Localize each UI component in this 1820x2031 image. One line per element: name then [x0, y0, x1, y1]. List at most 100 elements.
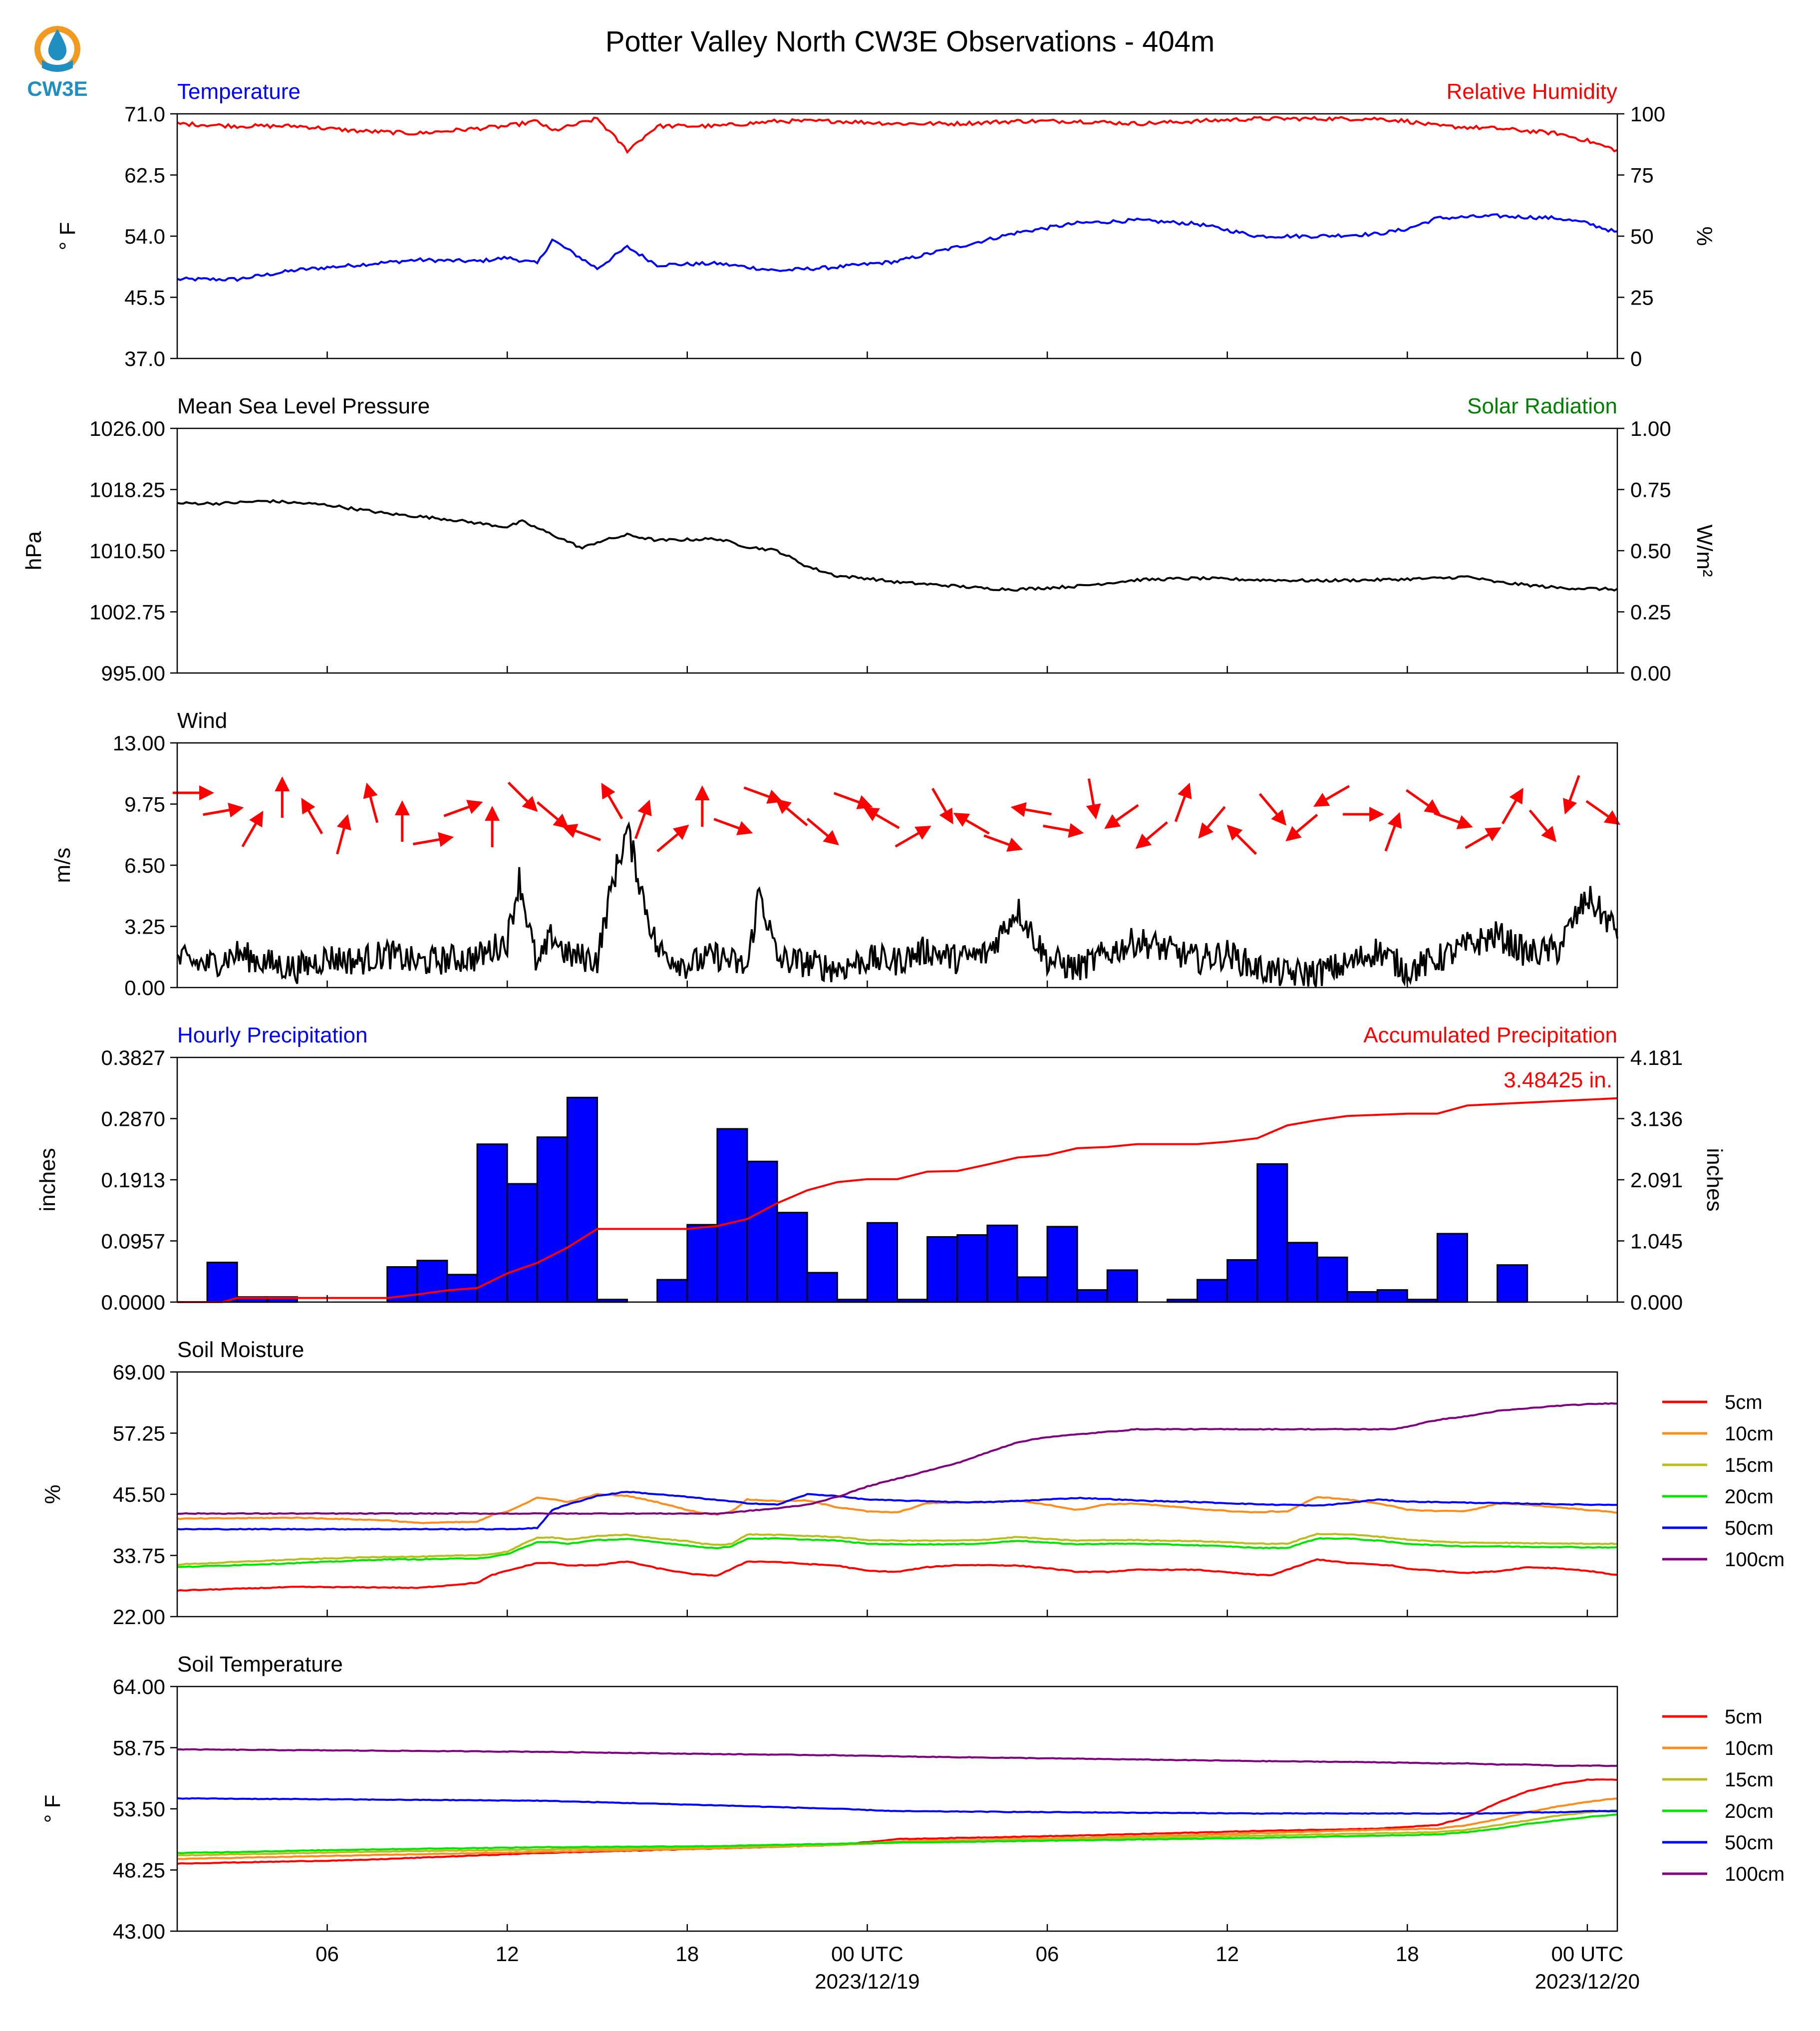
- hourly-precip-bar-42: [1436, 1233, 1468, 1303]
- wind-ytick-label-2: 6.50: [124, 854, 165, 877]
- accum-precip-ytick-right-label-2: 2.091: [1630, 1168, 1683, 1192]
- humidity-title: Relative Humidity: [1447, 79, 1617, 104]
- soil-moisture-line-5cm: [177, 1558, 1618, 1592]
- panels-layer: Temperature Relative Humidity 71.0 62.5 54.0…: [21, 79, 1785, 1943]
- legend-label-20cm: 20cm: [1725, 1800, 1774, 1822]
- soil-temp-legend: 5cm 10cm 15cm 20cm 50cm 100cm: [1662, 1706, 1785, 1885]
- date-label-1: 2023/12/20: [1535, 1970, 1640, 1993]
- soil_moisture-ytick-label-4: 22.00: [113, 1605, 165, 1629]
- soil-moisture-line-10cm: [177, 1493, 1617, 1524]
- panel-soil-moisture: Soil Moisture 69.00 57.25 45.50 33.75 22.00% 5…: [40, 1338, 1785, 1629]
- pressure-ytick-label-0: 1026.00: [89, 417, 165, 440]
- hourly-precip-bar-12: [536, 1136, 568, 1303]
- wind-direction-arrow-6: [363, 782, 379, 823]
- wind-direction-arrow-36: [1258, 793, 1287, 826]
- hourly-precip-bar-40: [1376, 1289, 1408, 1303]
- legend-label-5cm: 5cm: [1725, 1706, 1763, 1728]
- temperature-ytick-label-3: 45.5: [124, 286, 165, 310]
- time-tick-label-6: 18: [1396, 1942, 1419, 1966]
- hourly-precip-bar-26: [956, 1234, 988, 1303]
- figure-title: Potter Valley North CW3E Observations - …: [606, 25, 1215, 58]
- legend-label-10cm: 10cm: [1725, 1737, 1774, 1759]
- legend-label-10cm: 10cm: [1725, 1423, 1774, 1445]
- wind-direction-arrow-37: [1285, 814, 1318, 842]
- time-tick-label-5: 12: [1215, 1942, 1239, 1966]
- panel-wind: Wind 13.00 9.75 6.50 3.25 0.00 m/s: [50, 708, 1620, 1000]
- wind-ytick-label-1: 9.75: [124, 793, 165, 816]
- hourly-precip-bar-16: [656, 1279, 688, 1303]
- wind-direction-arrow-28: [1010, 802, 1052, 817]
- soil_temp-ytick-label-2: 53.50: [113, 1797, 165, 1821]
- time-tick-label-1: 12: [496, 1942, 519, 1966]
- wind-direction-arrow-33: [1174, 782, 1192, 822]
- solar-ytick-right-label-2: 0.50: [1630, 539, 1671, 563]
- hourly-precip-bar-10: [476, 1143, 508, 1303]
- temperature-ytick-label-2: 54.0: [124, 225, 165, 248]
- solar-ytick-right-label-3: 0.25: [1630, 601, 1671, 624]
- soil-moisture-line-50cm: [177, 1491, 1618, 1531]
- wind-direction-arrow-8: [413, 832, 454, 847]
- humidity-ytick-right-label-3: 25: [1630, 286, 1654, 310]
- humidity-ytick-right-label-0: 100: [1630, 102, 1665, 126]
- wind-title: Wind: [177, 708, 227, 733]
- cw3e-droplet-logo-icon: [34, 26, 80, 72]
- hourly-precip-bar-30: [1076, 1289, 1108, 1303]
- soil-moisture-legend: 5cm 10cm 15cm 20cm 50cm 100cm: [1662, 1391, 1785, 1571]
- pressure-unit: hPa: [21, 531, 46, 570]
- wind-direction-arrow-23: [863, 807, 900, 829]
- wind-direction-arrow-16: [656, 824, 689, 852]
- accum-precip-line: [177, 1097, 1618, 1303]
- wind-direction-arrow-42: [1433, 812, 1473, 829]
- pressure-ytick-label-4: 995.00: [101, 662, 165, 685]
- wind-direction-arrow-38: [1313, 785, 1350, 807]
- wind-direction-arrow-11: [507, 781, 538, 812]
- wind-ytick-label-0: 13.00: [113, 731, 165, 755]
- accum-precip-title: Accumulated Precipitation: [1363, 1023, 1617, 1047]
- temperature-title: Temperature: [177, 79, 301, 104]
- legend-label-15cm: 15cm: [1725, 1454, 1774, 1476]
- wind-unit: m/s: [50, 848, 75, 883]
- soil-temp-line-5cm: [177, 1778, 1618, 1865]
- solar-ytick-right-label-4: 0.00: [1630, 662, 1671, 685]
- accum-precip-unit: inches: [1702, 1148, 1727, 1211]
- hourly-precip-bar-21: [806, 1272, 838, 1303]
- hourly-precip-ytick-label-1: 0.2870: [101, 1107, 165, 1131]
- wind-direction-arrow-27: [983, 834, 1023, 852]
- wind-direction-arrow-45: [1528, 809, 1557, 842]
- pressure-line: [177, 499, 1618, 592]
- wind-direction-arrow-35: [1226, 824, 1257, 855]
- panel-soil-temp: Soil Temperature 64.00 58.75 53.50 48.25 43.0…: [40, 1652, 1785, 1943]
- hourly-precip-bar-27: [986, 1224, 1018, 1303]
- hourly-precip-bar-37: [1286, 1242, 1318, 1303]
- temperature-ytick-label-4: 37.0: [124, 347, 165, 370]
- soil-temp-line-100cm: [177, 1748, 1618, 1767]
- time-tick-label-7: 00 UTC: [1551, 1942, 1624, 1966]
- temperature-ytick-label-0: 71.0: [124, 102, 165, 126]
- date-label-0: 2023/12/19: [815, 1970, 919, 1993]
- wind-direction-arrow-46: [1562, 775, 1580, 815]
- humidity-ytick-right-label-4: 0: [1630, 347, 1642, 370]
- wind-speed-line: [176, 821, 1618, 988]
- hourly-precip-bar-28: [1016, 1276, 1048, 1303]
- cw3e-logo: CW3E: [27, 26, 88, 100]
- solar-unit: W/m²: [1692, 524, 1717, 577]
- humidity-unit: %: [1692, 226, 1717, 246]
- temperature-unit: ° F: [55, 222, 80, 251]
- soil_temp-ytick-label-4: 43.00: [113, 1920, 165, 1943]
- solar-ytick-right-label-1: 0.75: [1630, 478, 1671, 502]
- hourly-precip-bar-17: [686, 1224, 718, 1303]
- wind-direction-arrow-30: [1086, 778, 1101, 820]
- soil-temp-unit: ° F: [40, 1795, 65, 1823]
- soil_temp-ytick-label-0: 64.00: [113, 1675, 165, 1698]
- wind-direction-arrow-29: [1043, 823, 1084, 838]
- hourly-precip-bar-11: [506, 1183, 538, 1303]
- hourly-precip-unit: inches: [35, 1148, 60, 1211]
- solar-ytick-right-label-0: 1.00: [1630, 417, 1671, 440]
- accum-precip-ytick-right-label-0: 4.181: [1630, 1046, 1683, 1069]
- legend-label-5cm: 5cm: [1725, 1391, 1763, 1413]
- hourly-precip-ytick-label-2: 0.1913: [101, 1168, 165, 1192]
- wind-direction-arrow-5: [336, 814, 351, 855]
- logo-text: CW3E: [27, 77, 87, 100]
